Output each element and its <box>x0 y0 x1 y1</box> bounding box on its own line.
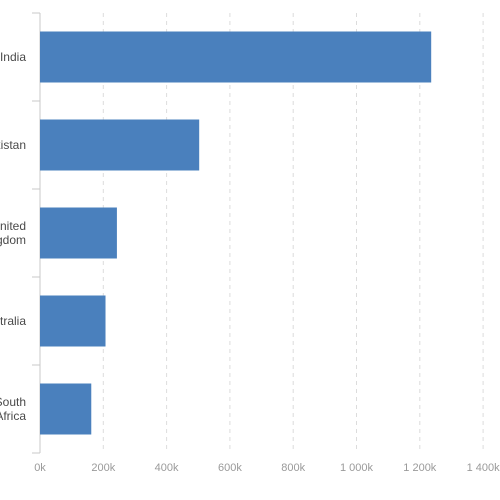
category-label: Pakistan <box>0 138 26 152</box>
bar-australia <box>40 295 106 347</box>
x-tick-label: 800k <box>281 462 305 474</box>
category-label-line: United <box>0 219 26 233</box>
category-label-line: Pakistan <box>0 138 26 152</box>
axis-layer <box>32 12 41 454</box>
category-label-line: South <box>0 395 26 409</box>
x-tick-label: 1 000k <box>340 462 374 474</box>
category-label: India <box>0 50 26 64</box>
category-label-line: India <box>0 50 26 64</box>
x-tick-label: 1 400k <box>467 462 500 474</box>
bar-south-africa <box>40 383 92 435</box>
category-label: SouthAfrica <box>0 395 26 423</box>
bar-layer <box>40 31 432 435</box>
category-label-line: Africa <box>0 409 26 423</box>
bar-india <box>40 31 432 83</box>
x-tick-label: 200k <box>91 462 115 474</box>
x-tick-label: 0k <box>34 462 46 474</box>
grid-layer <box>102 13 484 453</box>
category-label: UnitedKingdom <box>0 219 26 247</box>
category-label-line: Australia <box>0 314 26 328</box>
label-layer: 0k 200k 400k 600k 800k 1 000k 1 200k 1 400k Indi… <box>0 50 500 474</box>
category-label: Australia <box>0 314 26 328</box>
x-tick-label: 1 200k <box>403 462 437 474</box>
x-tick-label: 400k <box>155 462 179 474</box>
x-tick-label: 600k <box>218 462 242 474</box>
bar-united-kingdom <box>40 207 117 259</box>
bar-pakistan <box>40 119 200 171</box>
category-label-line: Kingdom <box>0 233 26 247</box>
